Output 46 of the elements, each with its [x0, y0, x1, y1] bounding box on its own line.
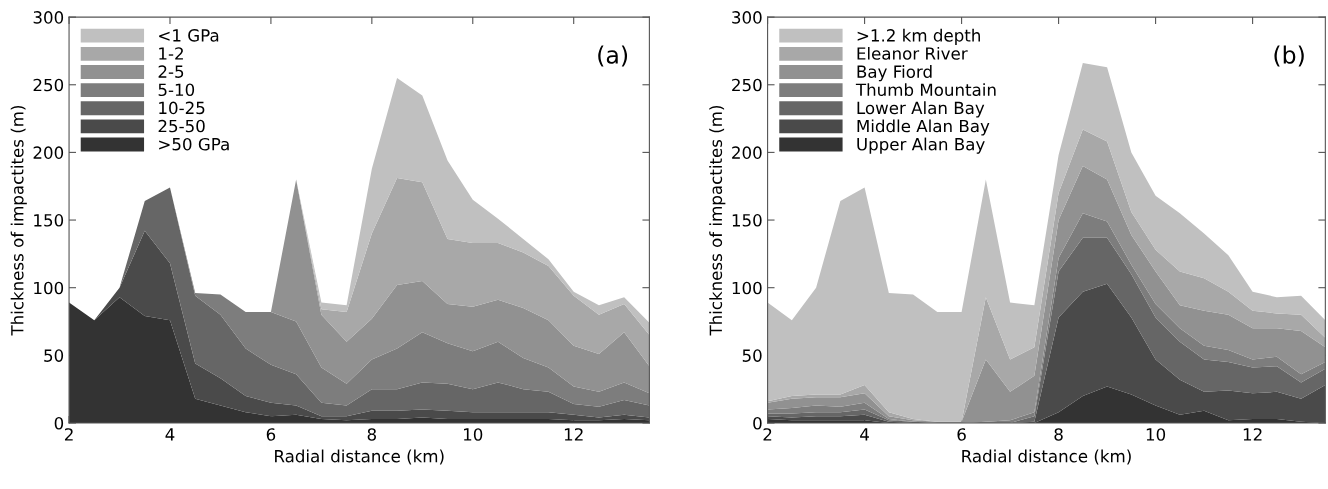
legend-label: <1 GPa [159, 29, 219, 42]
x-tick-label: 6 [957, 428, 966, 441]
y-tick-label: 50 [44, 349, 64, 362]
legend-label: >50 GPa [159, 137, 229, 151]
y-axis-title: Thickness of impactites (m) [10, 105, 27, 336]
legend-label: 25-50 [158, 119, 205, 133]
x-tick-label: 12 [1243, 428, 1262, 441]
y-tick-label: 100 [34, 281, 64, 295]
y-tick-label: 300 [33, 11, 64, 24]
y-tick-label: 250 [732, 78, 762, 92]
x-tick-label: 10 [1146, 428, 1166, 441]
legend-label: Eleanor River [857, 46, 968, 60]
y-tick-label: 250 [33, 78, 64, 92]
y-tick-label: 200 [33, 146, 64, 159]
x-tick-label: 10 [463, 428, 483, 441]
annotation: (a) [598, 45, 628, 67]
x-tick-label: 4 [165, 428, 175, 441]
legend-label: 2-5 [158, 65, 184, 78]
y-tick-label: 0 [753, 416, 762, 430]
legend-label: Middle Alan Bay [857, 119, 990, 136]
annotation: (b) [1274, 45, 1304, 67]
y-tick-label: 100 [732, 281, 762, 295]
y-tick-label: 300 [732, 11, 762, 24]
y-tick-label: 150 [34, 214, 64, 227]
legend-label: Thumb Mountain [855, 83, 996, 97]
legend-label: >1.2 km depth [857, 28, 980, 45]
x-tick-label: 12 [564, 428, 583, 441]
x-tick-label: 4 [860, 428, 869, 441]
x-axis-title: Radial distance (km) [962, 449, 1131, 465]
y-tick-label: 200 [732, 146, 762, 159]
legend-label: Lower Alan Bay [857, 101, 985, 118]
y-tick-label: 150 [732, 214, 762, 227]
legend-label: 5-10 [158, 83, 195, 97]
legend-label: Bay Fiord [857, 65, 932, 82]
legend-label: Upper Alan Bay [857, 137, 985, 154]
legend-label: 1-2 [159, 47, 183, 60]
legend-label: 10-25 [159, 101, 205, 115]
x-tick-label: 8 [1054, 428, 1063, 441]
y-tick-label: 0 [54, 416, 64, 430]
x-tick-label: 2 [763, 428, 772, 441]
x-tick-label: 8 [367, 428, 376, 441]
y-tick-label: 50 [742, 349, 762, 362]
x-axis-title: Radial distance (km) [275, 449, 444, 465]
x-tick-label: 6 [266, 428, 276, 441]
x-tick-label: 2 [64, 428, 73, 441]
y-axis-title: Thickness of impactites (m) [709, 105, 726, 336]
